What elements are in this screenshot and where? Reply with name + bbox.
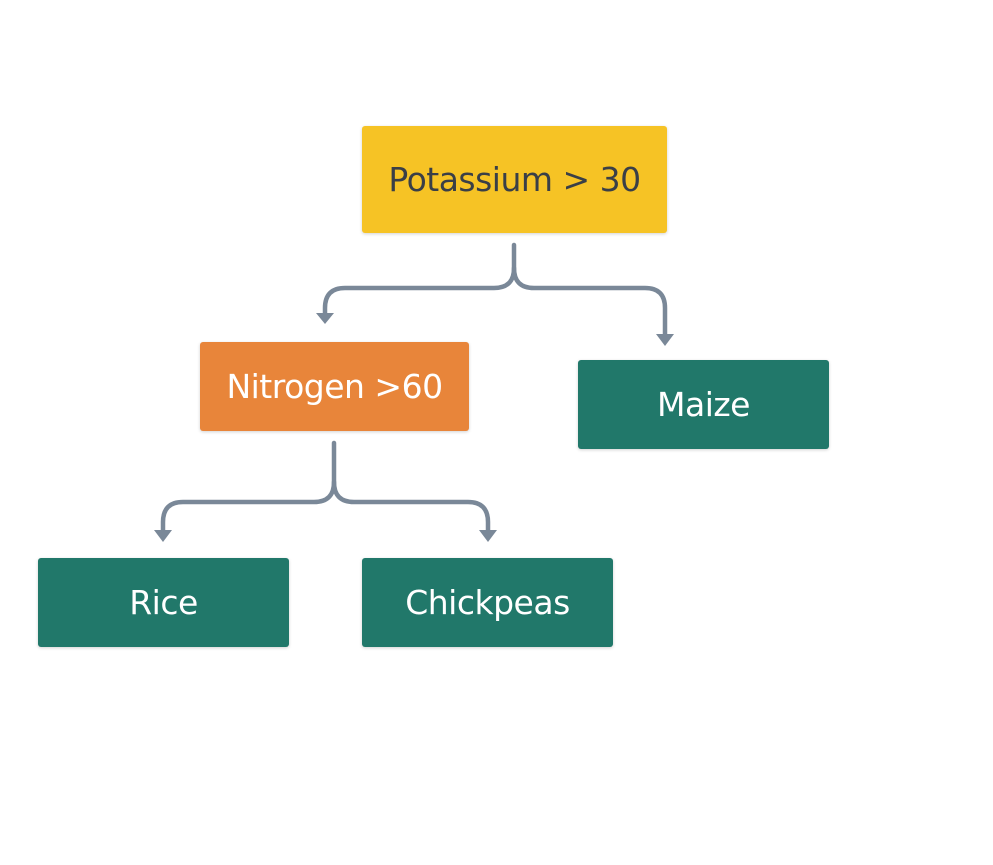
arrowhead-chickpeas	[479, 530, 497, 542]
decision-node-potassium-label: Potassium > 30	[388, 160, 641, 199]
connector-root-to-nitrogen	[322, 242, 517, 319]
leaf-node-chickpeas-label: Chickpeas	[405, 583, 570, 622]
leaf-node-chickpeas: Chickpeas	[362, 558, 613, 647]
connector-group-nitrogen	[154, 440, 497, 542]
leaf-node-maize-label: Maize	[657, 385, 751, 424]
decision-node-nitrogen-label: Nitrogen >60	[226, 367, 443, 406]
leaf-node-maize: Maize	[578, 360, 829, 449]
leaf-node-rice-label: Rice	[129, 583, 198, 622]
connector-group-root	[316, 242, 674, 346]
arrowhead-nitrogen	[316, 313, 334, 324]
connector-nitrogen-to-rice	[160, 440, 337, 535]
decision-node-potassium: Potassium > 30	[362, 126, 667, 233]
arrowhead-maize	[656, 334, 674, 346]
arrowhead-rice	[154, 530, 172, 542]
leaf-node-rice: Rice	[38, 558, 289, 647]
connector-root-to-maize	[511, 265, 668, 339]
connector-nitrogen-to-chickpeas	[331, 479, 491, 535]
decision-node-nitrogen: Nitrogen >60	[200, 342, 469, 431]
